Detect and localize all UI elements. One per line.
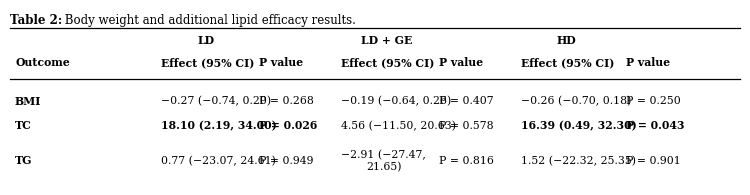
Text: 16.39 (0.49, 32.30): 16.39 (0.49, 32.30): [521, 120, 637, 131]
Text: −0.26 (−0.70, 0.18): −0.26 (−0.70, 0.18): [521, 96, 632, 107]
Text: HD: HD: [556, 35, 576, 46]
Text: P = 0.043: P = 0.043: [626, 120, 685, 131]
Text: P = 0.268: P = 0.268: [259, 96, 314, 106]
Text: Effect (95% CI): Effect (95% CI): [341, 57, 435, 68]
Text: P = 0.250: P = 0.250: [626, 96, 681, 106]
Text: −0.19 (−0.64, 0.26): −0.19 (−0.64, 0.26): [341, 96, 452, 107]
Text: P = 0.901: P = 0.901: [626, 156, 681, 166]
Text: Effect (95% CI): Effect (95% CI): [161, 57, 254, 68]
Text: P = 0.949: P = 0.949: [259, 156, 314, 166]
Text: 0.77 (−23.07, 24.61): 0.77 (−23.07, 24.61): [161, 156, 276, 166]
Text: 1.52 (−22.32, 25.35): 1.52 (−22.32, 25.35): [521, 156, 636, 166]
Text: −0.27 (−0.74, 0.20): −0.27 (−0.74, 0.20): [161, 96, 272, 107]
Text: P = 0.026: P = 0.026: [259, 120, 317, 131]
Text: P = 0.578: P = 0.578: [439, 121, 494, 131]
Text: Body weight and additional lipid efficacy results.: Body weight and additional lipid efficac…: [61, 14, 355, 27]
Text: P = 0.407: P = 0.407: [439, 96, 494, 106]
Text: 18.10 (2.19, 34.00): 18.10 (2.19, 34.00): [161, 120, 277, 131]
Text: TC: TC: [15, 120, 32, 131]
Text: Table 2:: Table 2:: [10, 14, 62, 27]
Text: LD: LD: [198, 35, 214, 46]
Text: −2.91 (−27.47,
21.65): −2.91 (−27.47, 21.65): [341, 150, 426, 172]
Text: LD + GE: LD + GE: [361, 35, 412, 46]
Text: P = 0.816: P = 0.816: [439, 156, 494, 166]
Text: P value: P value: [439, 57, 483, 68]
Text: P value: P value: [626, 57, 670, 68]
Text: Outcome: Outcome: [15, 57, 70, 68]
Text: Effect (95% CI): Effect (95% CI): [521, 57, 615, 68]
Text: BMI: BMI: [15, 96, 41, 107]
Text: 4.56 (−11.50, 20.63): 4.56 (−11.50, 20.63): [341, 121, 456, 131]
Text: P value: P value: [259, 57, 303, 68]
Text: TG: TG: [15, 155, 32, 166]
